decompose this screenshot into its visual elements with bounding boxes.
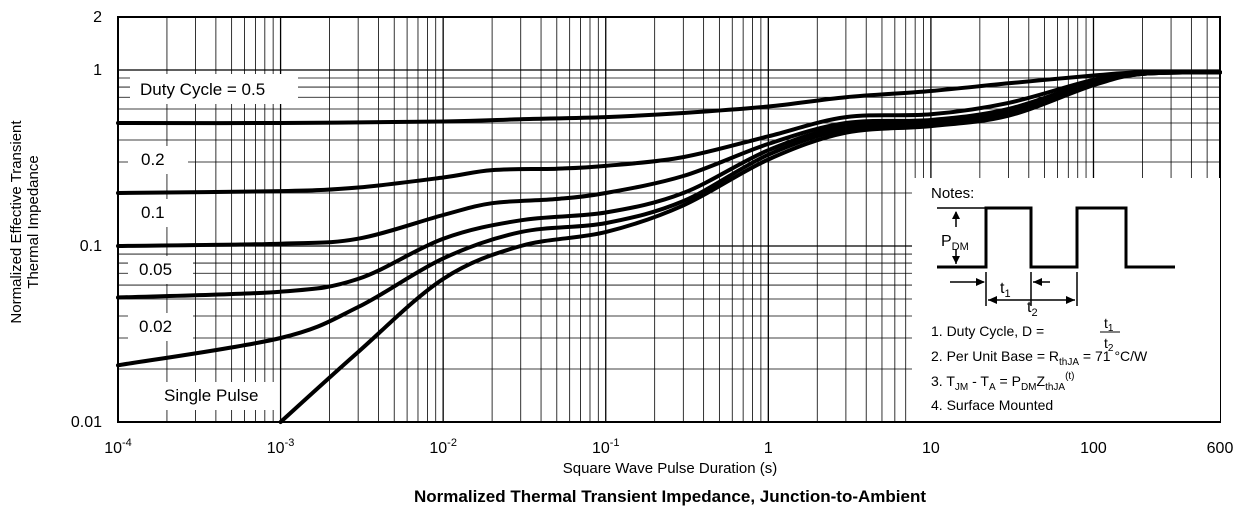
x-tick-label: 600 bbox=[1207, 440, 1234, 457]
x-axis-label: Square Wave Pulse Duration (s) bbox=[563, 460, 778, 477]
t1-label: t1 bbox=[1000, 280, 1011, 300]
notes-box: Notes: PDM t1 t2 1. Duty Cycle, D = t1 t… bbox=[912, 178, 1220, 421]
note-1-numerator: t1 bbox=[1104, 315, 1114, 334]
x-tick-label: 1 bbox=[764, 440, 773, 457]
y-axis-label: Normalized Effective Transient Thermal I… bbox=[8, 120, 42, 324]
series-label-0-2: 0.2 bbox=[141, 150, 165, 169]
pulse-waveform bbox=[937, 206, 1175, 269]
series-labels: Duty Cycle = 0.5 0.2 0.1 0.05 0.02 Singl… bbox=[128, 74, 298, 410]
x-tick-label: 100 bbox=[1080, 440, 1107, 457]
note-2: 2. Per Unit Base = RthJA = 71 °C/W bbox=[931, 348, 1148, 368]
x-tick-label: 10-4 bbox=[104, 437, 132, 457]
series-curves bbox=[116, 70, 1222, 424]
notes-heading: Notes: bbox=[931, 185, 974, 202]
chart-title: Normalized Thermal Transient Impedance, … bbox=[414, 487, 926, 506]
x-tick-label: 10-2 bbox=[429, 437, 457, 457]
series-line-single-pulse bbox=[278, 70, 1222, 424]
x-tick-label: 10 bbox=[922, 440, 940, 457]
pdm-label: PDM bbox=[941, 233, 969, 253]
y-axis-label-line-1: Normalized Effective Transient bbox=[8, 120, 25, 324]
x-tick-label: 10-1 bbox=[592, 437, 620, 457]
y-tick-label: 2 bbox=[93, 9, 102, 26]
series-label-duty-0-5: Duty Cycle = 0.5 bbox=[140, 80, 265, 99]
y-axis-label-line-2: Thermal Impedance bbox=[25, 155, 42, 288]
note-4: 4. Surface Mounted bbox=[931, 397, 1053, 413]
x-tick-label: 10-3 bbox=[267, 437, 295, 457]
series-line-0-2 bbox=[116, 70, 1222, 195]
y-tick-label: 0.01 bbox=[71, 414, 102, 431]
y-tick-label: 1 bbox=[93, 62, 102, 79]
series-line-0-1 bbox=[116, 70, 1222, 248]
note-1: 1. Duty Cycle, D = bbox=[931, 323, 1044, 339]
series-label-0-05: 0.05 bbox=[139, 260, 172, 279]
tick-labels: 10-4 10-3 10-2 10-1 1 10 100 600 0.01 0.1 1 2 bbox=[71, 9, 1234, 457]
y-tick-label: 0.1 bbox=[80, 238, 102, 255]
series-label-single-pulse: Single Pulse bbox=[164, 386, 259, 405]
series-line-duty-cycle-0-5 bbox=[116, 70, 1222, 126]
note-3: 3. TJM - TA = PDMZthJA(t) bbox=[931, 371, 1075, 393]
series-label-0-1: 0.1 bbox=[141, 203, 165, 222]
series-label-0-02: 0.02 bbox=[139, 317, 172, 336]
note-1-denominator: t2 bbox=[1104, 335, 1114, 354]
t2-label: t2 bbox=[1027, 299, 1038, 319]
